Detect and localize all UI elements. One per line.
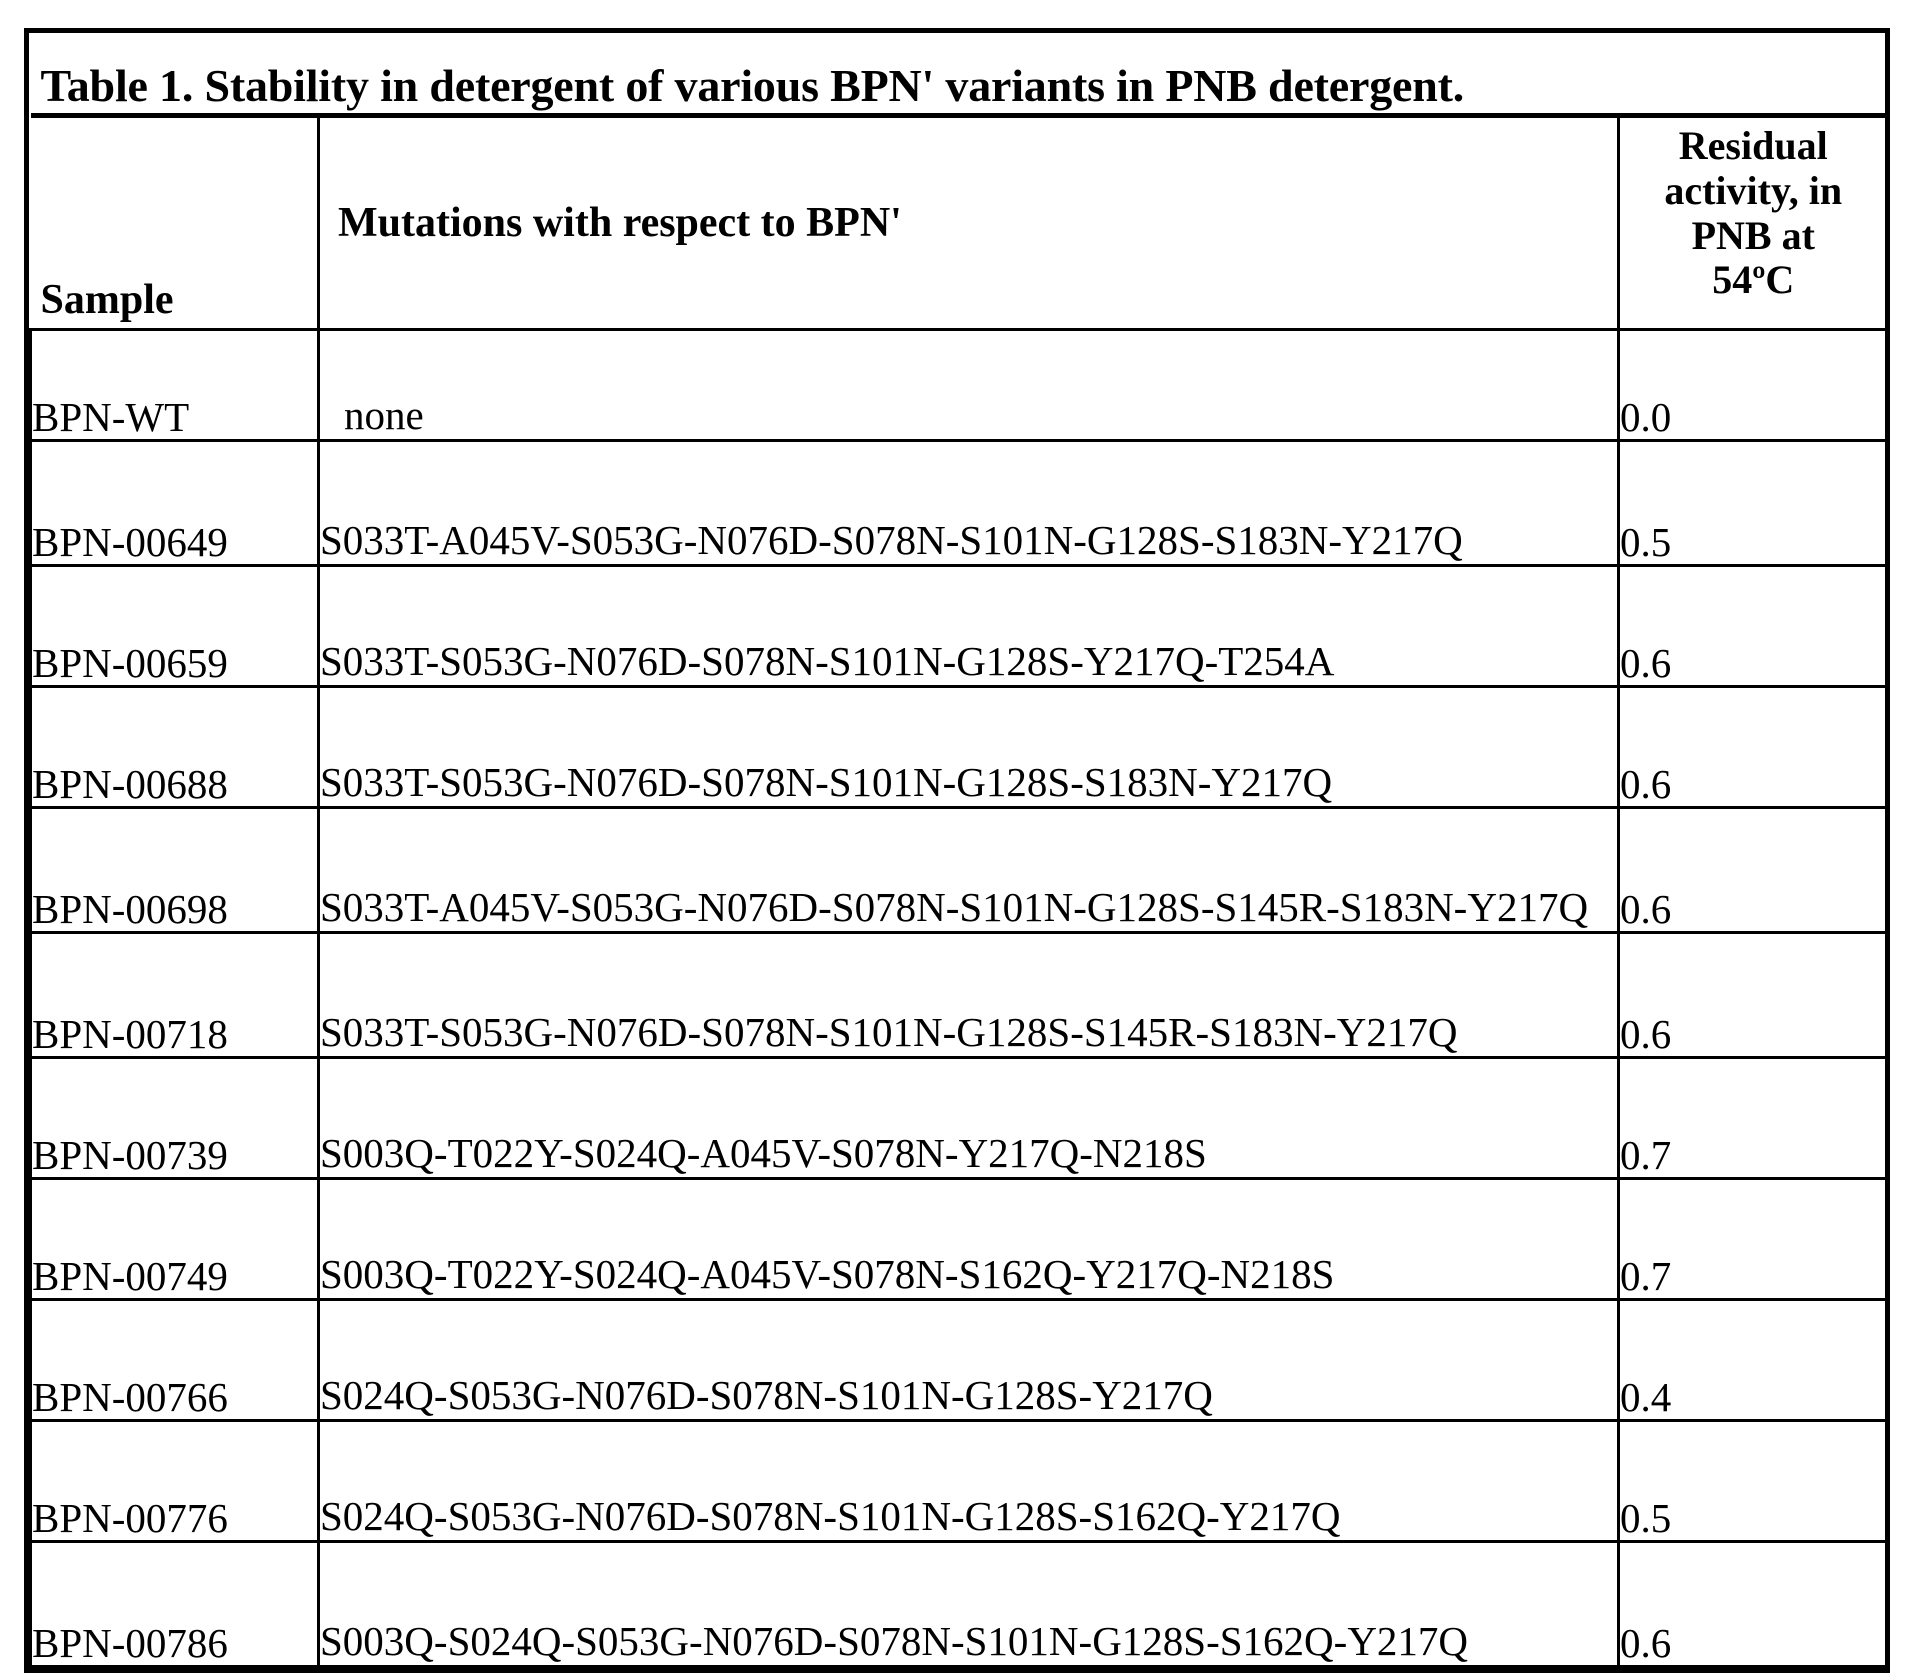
cell-residual-activity: 0.6: [1619, 808, 1887, 933]
table-row: BPN-00718 S033T-S053G-N076D-S078N-S101N-…: [31, 933, 1887, 1058]
cell-residual-activity: 0.5: [1619, 441, 1887, 566]
cell-sample: BPN-00786: [31, 1542, 319, 1667]
cell-residual-activity: 0.7: [1619, 1179, 1887, 1300]
cell-sample: BPN-00698: [31, 808, 319, 933]
column-header-mutations-label: Mutations with respect to BPN': [338, 200, 902, 246]
column-header-sample: Sample: [31, 116, 319, 330]
cell-residual-activity: 0.4: [1619, 1300, 1887, 1421]
cell-residual-activity: 0.6: [1619, 933, 1887, 1058]
table-header-row: Sample Mutations with respect to BPN' Re…: [31, 116, 1887, 330]
cell-mutations: S003Q-S024Q-S053G-N076D-S078N-S101N-G128…: [319, 1542, 1619, 1667]
cell-sample: BPN-00718: [31, 933, 319, 1058]
column-header-residual-line-3: PNB at: [1692, 213, 1815, 258]
column-header-residual-line-1: Residual: [1679, 123, 1828, 168]
cell-sample: BPN-00649: [31, 441, 319, 566]
cell-sample: BPN-00688: [31, 687, 319, 808]
cell-sample: BPN-00739: [31, 1058, 319, 1179]
cell-mutations: S033T-S053G-N076D-S078N-S101N-G128S-Y217…: [319, 566, 1619, 687]
cell-residual-activity: 0.7: [1619, 1058, 1887, 1179]
table-row: BPN-00766 S024Q-S053G-N076D-S078N-S101N-…: [31, 1300, 1887, 1421]
table-row: BPN-00749 S003Q-T022Y-S024Q-A045V-S078N-…: [31, 1179, 1887, 1300]
cell-sample: BPN-00659: [31, 566, 319, 687]
cell-sample: BPN-WT: [31, 330, 319, 441]
column-header-sample-label: Sample: [41, 277, 174, 323]
cell-residual-activity: 0.6: [1619, 566, 1887, 687]
document-page: Table 1. Stability in detergent of vario…: [0, 0, 1911, 1591]
table-row: BPN-00739 S003Q-T022Y-S024Q-A045V-S078N-…: [31, 1058, 1887, 1179]
cell-mutations: S033T-S053G-N076D-S078N-S101N-G128S-S183…: [319, 687, 1619, 808]
table-row: BPN-00688 S033T-S053G-N076D-S078N-S101N-…: [31, 687, 1887, 808]
cell-mutations: S033T-A045V-S053G-N076D-S078N-S101N-G128…: [319, 808, 1619, 933]
cell-sample: BPN-00749: [31, 1179, 319, 1300]
cell-mutations: S024Q-S053G-N076D-S078N-S101N-G128S-S162…: [319, 1421, 1619, 1542]
cell-sample: BPN-00776: [31, 1421, 319, 1542]
cell-residual-activity: 0.6: [1619, 1542, 1887, 1667]
cell-mutations: S003Q-T022Y-S024Q-A045V-S078N-S162Q-Y217…: [319, 1179, 1619, 1300]
cell-residual-activity: 0.0: [1619, 330, 1887, 441]
column-header-residual-activity: Residual activity, in PNB at 54ºC: [1619, 116, 1887, 330]
cell-mutations: none: [319, 330, 1619, 441]
cell-mutations: S003Q-T022Y-S024Q-A045V-S078N-Y217Q-N218…: [319, 1058, 1619, 1179]
table-container: Table 1. Stability in detergent of vario…: [24, 28, 1890, 1673]
table-row: BPN-00786 S003Q-S024Q-S053G-N076D-S078N-…: [31, 1542, 1887, 1667]
table-row: BPN-WT none 0.0: [31, 330, 1887, 441]
column-header-residual-line-2: activity, in: [1664, 168, 1842, 213]
table-title-cell: Table 1. Stability in detergent of vario…: [31, 33, 1887, 116]
cell-sample: BPN-00766: [31, 1300, 319, 1421]
column-header-mutations: Mutations with respect to BPN': [319, 116, 1619, 330]
table-row: BPN-00698 S033T-A045V-S053G-N076D-S078N-…: [31, 808, 1887, 933]
bpn-variants-table: Table 1. Stability in detergent of vario…: [29, 33, 1888, 1668]
table-row: BPN-00776 S024Q-S053G-N076D-S078N-S101N-…: [31, 1421, 1887, 1542]
cell-residual-activity: 0.5: [1619, 1421, 1887, 1542]
cell-mutations: S033T-S053G-N076D-S078N-S101N-G128S-S145…: [319, 933, 1619, 1058]
cell-mutations: S024Q-S053G-N076D-S078N-S101N-G128S-Y217…: [319, 1300, 1619, 1421]
column-header-residual-line-4: 54ºC: [1712, 257, 1794, 302]
table-title: Table 1. Stability in detergent of vario…: [41, 60, 1465, 111]
cell-residual-activity: 0.6: [1619, 687, 1887, 808]
table-title-row: Table 1. Stability in detergent of vario…: [31, 33, 1887, 116]
cell-mutations: S033T-A045V-S053G-N076D-S078N-S101N-G128…: [319, 441, 1619, 566]
table-row: BPN-00649 S033T-A045V-S053G-N076D-S078N-…: [31, 441, 1887, 566]
table-row: BPN-00659 S033T-S053G-N076D-S078N-S101N-…: [31, 566, 1887, 687]
